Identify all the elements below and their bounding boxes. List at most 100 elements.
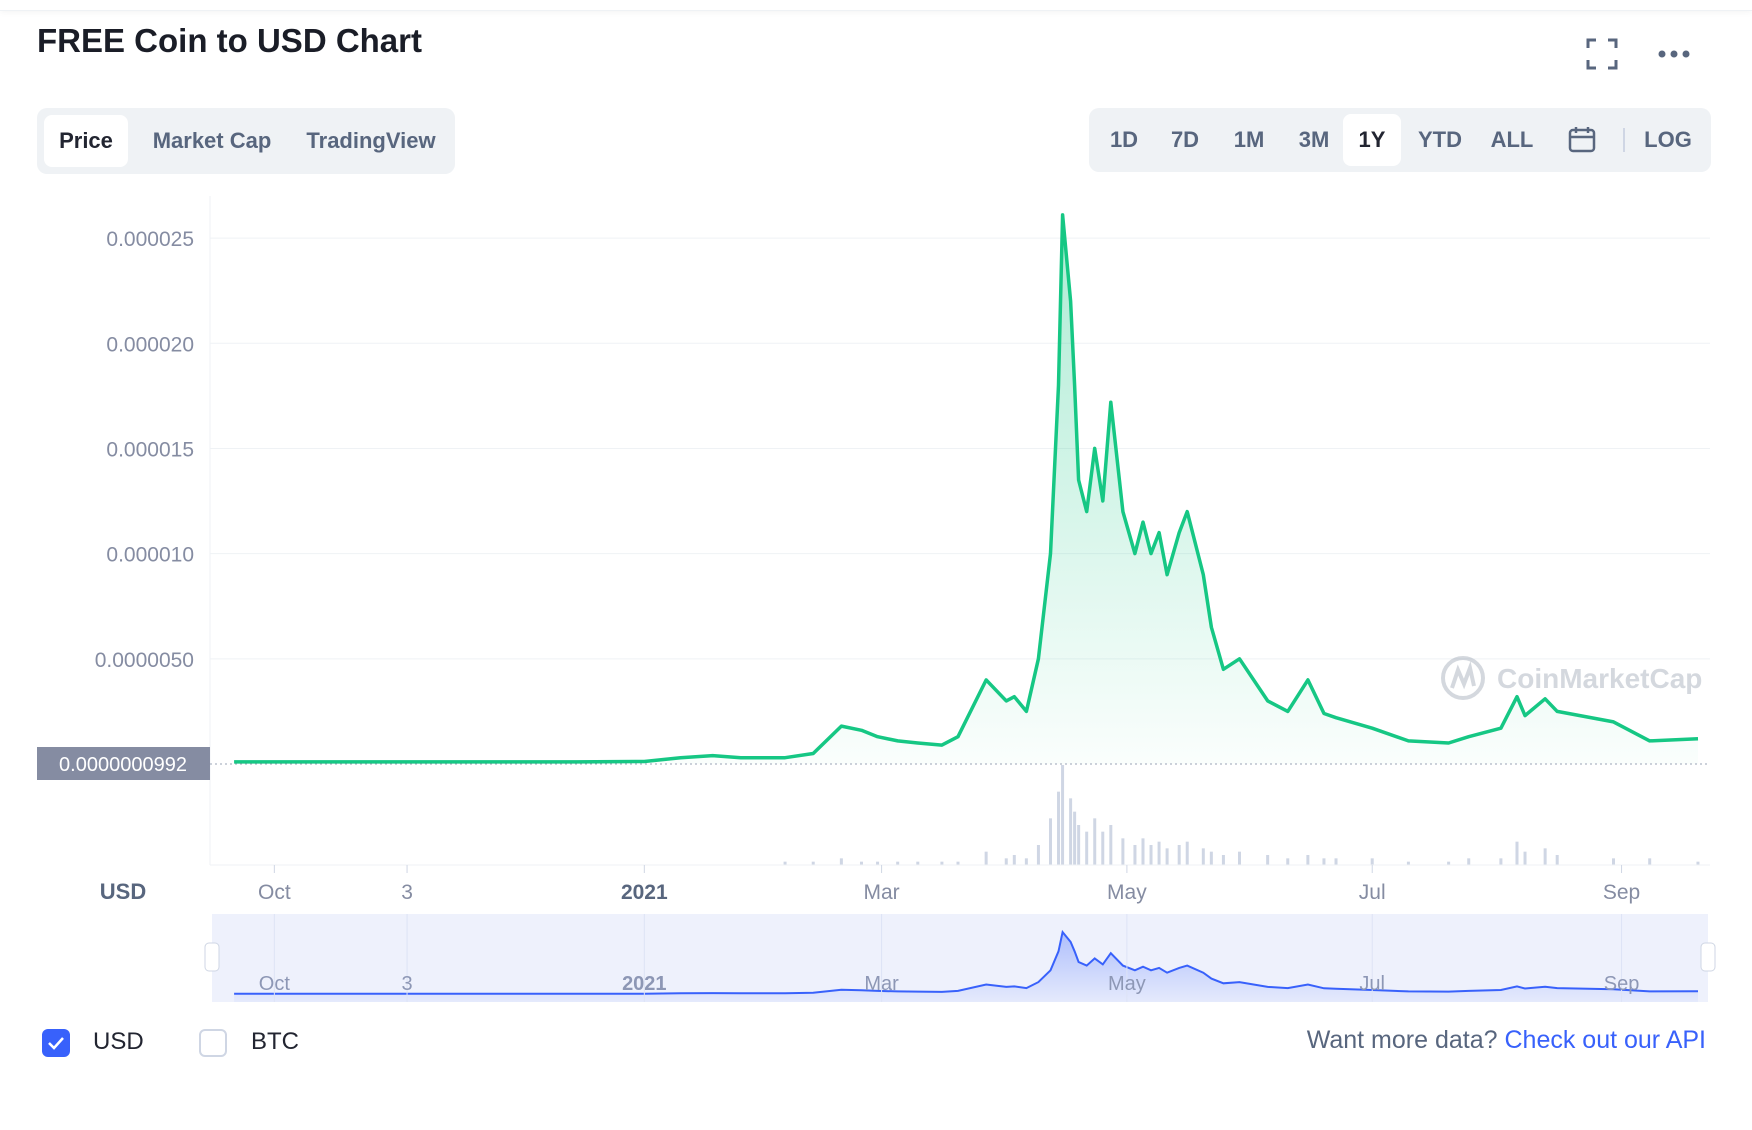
- volume-bar: [1543, 848, 1547, 865]
- range-1y[interactable]: 1Y: [1343, 114, 1401, 166]
- range-1m[interactable]: 1M: [1233, 127, 1265, 152]
- check-icon: [48, 1037, 64, 1050]
- watermark-text: CoinMarketCap: [1497, 663, 1702, 694]
- volume-bar: [896, 861, 900, 865]
- y-tick-label: 0.000010: [106, 544, 194, 567]
- price-area: [234, 214, 1699, 764]
- volume-bar: [1696, 861, 1700, 865]
- y-tick-label: 0.0000050: [95, 649, 194, 672]
- volume-bar: [1266, 855, 1270, 865]
- btc-checkbox[interactable]: [199, 1029, 227, 1057]
- tab-tradingview[interactable]: TradingView: [306, 128, 436, 153]
- x-tick-label: Mar: [864, 881, 900, 904]
- range-ytd[interactable]: YTD: [1418, 127, 1462, 152]
- y-tick-label: 0.000025: [106, 228, 194, 251]
- range-tabs: 1D 7D 1M 3M 1Y YTD ALL LOG: [1089, 108, 1711, 172]
- x-tick-label: Sep: [1603, 881, 1640, 904]
- volume-bar: [1077, 825, 1081, 865]
- volume-bar: [1334, 858, 1338, 865]
- current-price-label: 0.0000000992: [59, 754, 187, 776]
- x-tick-label: 2021: [621, 881, 668, 904]
- btc-label: BTC: [251, 1028, 299, 1055]
- volume-bar: [1499, 858, 1503, 865]
- volume-bar: [1238, 851, 1242, 865]
- api-promo-text: Want more data?: [1306, 1026, 1498, 1054]
- fullscreen-icon[interactable]: [1582, 34, 1622, 74]
- volume-bar: [1012, 855, 1016, 865]
- volume-bar: [916, 861, 920, 865]
- volume-bar: [1612, 858, 1616, 865]
- volume-bar: [1165, 848, 1169, 865]
- top-border: [0, 0, 1752, 11]
- volume-bar: [1322, 858, 1326, 865]
- more-dots-icon[interactable]: [1654, 34, 1694, 74]
- y-tick-label: 0.000020: [106, 333, 194, 356]
- volume-bar: [956, 861, 960, 865]
- nav-tick-label: Oct: [259, 973, 291, 995]
- volume-bar: [1024, 858, 1028, 865]
- volume-bar: [1177, 845, 1181, 865]
- nav-tick-label: 2021: [622, 973, 667, 995]
- page-title: FREE Coin to USD Chart: [37, 22, 422, 59]
- volume-bar: [1306, 855, 1310, 865]
- volume-bar: [1057, 791, 1061, 865]
- usd-label: USD: [93, 1028, 144, 1055]
- tab-price[interactable]: Price: [44, 115, 128, 167]
- range-all[interactable]: ALL: [1490, 127, 1534, 152]
- volume-bar: [1004, 858, 1008, 865]
- volume-bar: [940, 861, 944, 865]
- chart-type-tabs: Price Market Cap TradingView: [37, 108, 455, 174]
- x-tick-label: Oct: [258, 881, 291, 904]
- volume-bar: [1201, 848, 1205, 865]
- navigator-area: [234, 932, 1699, 1002]
- range-7d[interactable]: 7D: [1170, 127, 1200, 152]
- x-tick-label: May: [1107, 881, 1147, 904]
- volume-bar: [1101, 831, 1105, 865]
- volume-bar: [1221, 855, 1225, 865]
- usd-checkbox[interactable]: [42, 1029, 70, 1057]
- volume-bar: [859, 861, 863, 865]
- volume-bar: [1133, 845, 1137, 865]
- volume-bar: [1069, 798, 1073, 865]
- volume-bar: [1515, 841, 1519, 865]
- navigator-bg[interactable]: [212, 914, 1708, 1002]
- nav-tick-label: 3: [401, 973, 412, 995]
- volume-bar: [1061, 765, 1065, 865]
- calendar-icon[interactable]: [1557, 114, 1607, 166]
- volume-bar: [1121, 838, 1125, 865]
- volume-bar: [1523, 851, 1527, 865]
- volume-bar: [1109, 825, 1113, 865]
- volume-bar: [1185, 841, 1189, 865]
- volume-bar: [811, 861, 815, 865]
- volume-bar: [1467, 858, 1471, 865]
- tab-market-cap[interactable]: Market Cap: [152, 128, 272, 153]
- volume-bar: [839, 858, 843, 865]
- coinmarketcap-logo: [1441, 656, 1485, 700]
- volume-bar: [1073, 811, 1077, 865]
- volume-bar: [1370, 858, 1374, 865]
- volume-bar: [876, 861, 880, 865]
- navigator-left-handle[interactable]: [204, 942, 220, 972]
- api-promo: Want more data? Check out our API: [1307, 1026, 1706, 1055]
- volume-bar: [1149, 845, 1153, 865]
- volume-bar: [1555, 855, 1559, 865]
- volume-bar: [1286, 858, 1290, 865]
- nav-tick-label: May: [1108, 973, 1146, 995]
- x-tick-label: Jul: [1359, 881, 1386, 904]
- log-toggle[interactable]: LOG: [1644, 127, 1692, 152]
- range-1d[interactable]: 1D: [1109, 127, 1139, 152]
- price-chart[interactable]: 0.0000050 0.000010 0.000015 0.000020 0.00002…: [0, 0, 1752, 1010]
- volume-bar: [1093, 818, 1097, 865]
- volume-bar: [1141, 838, 1145, 865]
- coinmarketcap-logo-mark: [1450, 660, 1476, 690]
- api-link[interactable]: Check out our API: [1504, 1026, 1706, 1054]
- y-axis-label: USD: [100, 879, 146, 904]
- range-3m[interactable]: 3M: [1298, 127, 1330, 152]
- volume-bar: [1447, 861, 1451, 865]
- price-line: [234, 213, 1699, 764]
- watermark: CoinMarketCap: [1441, 656, 1702, 700]
- navigator-line: [234, 929, 1699, 995]
- navigator-right-handle[interactable]: [1700, 942, 1716, 972]
- nav-tick-label: Jul: [1359, 973, 1385, 995]
- current-price-tag: [37, 747, 210, 780]
